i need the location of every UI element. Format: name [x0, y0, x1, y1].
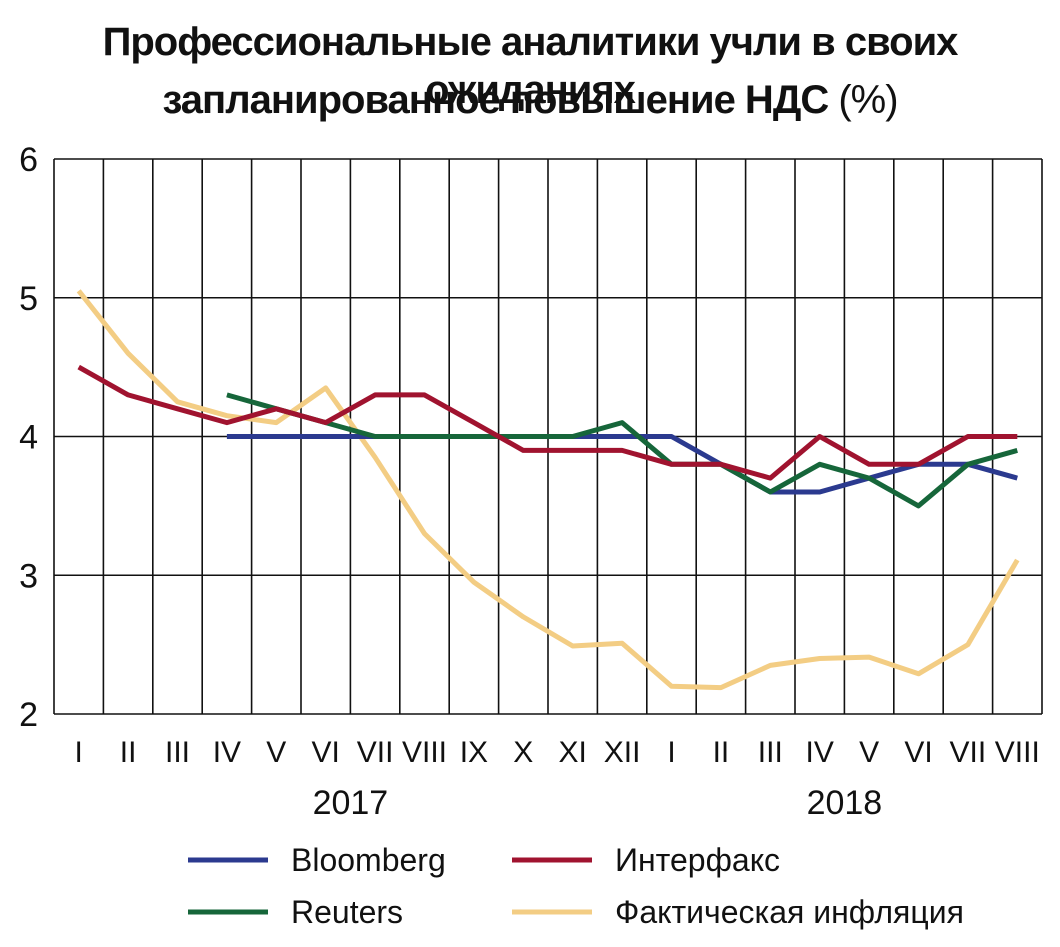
x-tick-label: I — [75, 736, 83, 769]
x-tick-label: V — [859, 736, 879, 769]
chart-title-line2: запланированное повышение НДС (%) — [0, 76, 1060, 124]
x-tick-label: IV — [213, 736, 241, 769]
x-tick-label: X — [513, 736, 533, 769]
y-axis-labels: 2 3 4 5 6 — [19, 141, 38, 734]
chart-title-line1: Профессиональные аналитики учли в своих … — [102, 20, 959, 112]
y-tick-label: 2 — [19, 696, 38, 734]
legend-label: Интерфакс — [615, 842, 780, 878]
series-lines — [76, 289, 1020, 691]
y-tick-label: 4 — [19, 419, 38, 457]
year-label: 2017 — [313, 784, 389, 822]
x-tick-label: VIII — [402, 736, 447, 769]
legend-label: Фактическая инфляция — [615, 894, 964, 930]
x-tick-label: VI — [904, 736, 932, 769]
legend-label: Reuters — [291, 894, 403, 930]
chart-title-text: запланированное повышение НДС — [162, 78, 829, 122]
x-tick-label: VII — [357, 736, 394, 769]
legend-label: Bloomberg — [291, 842, 446, 878]
year-labels: 2017 2018 — [313, 784, 883, 822]
legend: Bloomberg Интерфакс Reuters Фактическая инф… — [188, 842, 964, 930]
x-tick-label: XII — [604, 736, 641, 769]
x-tick-label: VII — [950, 736, 987, 769]
x-tick-label: IV — [806, 736, 834, 769]
x-tick-label: VI — [312, 736, 340, 769]
x-axis-labels: I II III IV V VI VII VIII IX X XI XII I II III IV V VI VII… — [75, 736, 1040, 769]
y-tick-label: 6 — [19, 141, 38, 179]
year-label: 2018 — [807, 784, 883, 822]
x-tick-label: VIII — [995, 736, 1040, 769]
series-line-3 — [226, 392, 1018, 509]
x-tick-label: IX — [460, 736, 488, 769]
x-tick-label: I — [667, 736, 675, 769]
series-line-4 — [76, 289, 1020, 691]
series-line-1 — [226, 434, 1018, 495]
chart-unit: (%) — [838, 78, 898, 122]
x-tick-label: II — [120, 736, 137, 769]
x-tick-label: XI — [559, 736, 587, 769]
y-tick-label: 3 — [19, 557, 38, 595]
series-line-2 — [77, 364, 1018, 481]
x-tick-label: II — [713, 736, 730, 769]
x-tick-label: V — [266, 736, 286, 769]
x-tick-label: III — [165, 736, 190, 769]
x-tick-label: III — [758, 736, 783, 769]
y-tick-label: 5 — [19, 280, 38, 318]
